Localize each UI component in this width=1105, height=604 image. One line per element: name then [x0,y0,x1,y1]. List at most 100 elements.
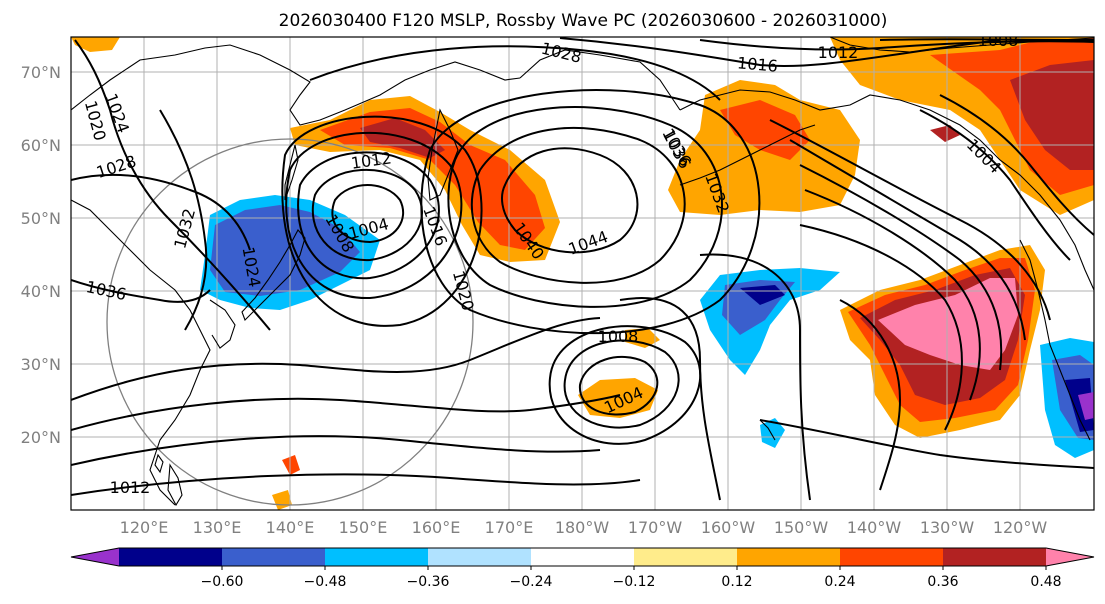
lon-label: 120°E [120,518,169,537]
isobar-1036-west [71,279,211,303]
colorbar-outline [70,547,1095,567]
lat-label: 50°N [21,209,61,228]
isobar-mid-1016 [619,297,721,501]
colorbar-bin [325,548,429,566]
map-panel: 1028 1012 1008 1016 1024 1020 1028 1036 … [71,31,1094,510]
lat-label: 30°N [21,355,61,374]
colorbar-tick-label: 0.12 [721,574,752,590]
lat-label: 70°N [21,63,61,82]
lat-label: 40°N [21,282,61,301]
shading-mid-japan [210,205,360,296]
isobar-cutoff-1008 [563,339,680,429]
isobar-1028-north [309,45,721,101]
lon-label: 170°W [628,518,683,537]
shading-extreme-mexico [1078,392,1094,420]
lon-label: 180°W [555,518,610,537]
lat-label: 20°N [21,428,61,447]
isobar-cutoff-1012 [548,325,702,445]
lon-label: 140°W [847,518,902,537]
isobar-cutoff-1004 [578,355,659,416]
colorbar-extend-max [1046,548,1094,566]
contour-label: 1008 [978,31,1019,50]
isobar-lower-1016 [759,419,1094,469]
isobar-okhotsk-low-1004 [331,184,405,244]
contour-label: 1016 [736,53,778,75]
shading-dark-arctic [1010,60,1094,170]
colorbar-tick-label: −0.60 [201,574,244,590]
lon-label: 170°E [485,518,534,537]
reference-circle [106,138,474,506]
lon-label: 160°E [412,518,461,537]
coastline-siberia-east [519,49,681,111]
lon-label: 160°W [701,518,756,537]
isobar-1024-wide [71,394,621,431]
colorbar-bin [737,548,841,566]
contour-label: 1008 [598,327,639,346]
coastline-china [71,199,211,506]
coastline-hawaii [759,419,776,441]
isobar-high-east-1028 [789,139,1026,341]
coastline-alaska [679,89,1094,291]
isobar-east-1012 [839,299,902,491]
isobar-high-east-1016 [799,224,963,431]
colorbar-tick-label: 0.24 [824,574,855,590]
isobar-1012-low [297,151,440,280]
shading-positive-cutoff [578,378,658,418]
isobar-1032 [420,89,761,335]
contour-label: 1012 [818,43,859,62]
lon-label: 130°W [920,518,975,537]
anomaly-shading [71,37,1094,510]
colorbar-tick-label: −0.48 [304,574,347,590]
coastline-kamchatka [427,108,459,201]
isobar-1028-west [71,173,251,251]
lat-labels: 70°N 60°N 50°N 40°N 30°N 20°N [21,63,61,447]
colorbar-tick-label: 0.48 [1030,574,1061,590]
colorbar-tick-label: −0.36 [407,574,450,590]
lon-label: 150°E [339,518,388,537]
lat-label: 60°N [21,136,61,155]
coastline-japan [241,229,306,321]
isobar-high-east-1020 [804,189,981,401]
map-frame [70,36,1095,511]
isobar-1016-wide [71,473,641,496]
lon-label: 130°E [193,518,242,537]
coastline-taiwan [154,453,164,474]
isobar-east-1004 [939,94,1094,236]
coastline-philippines [167,463,183,507]
colorbar-bin [840,548,944,566]
isobar-1016-low [285,131,463,300]
isobar-1032-wide [71,317,601,401]
shading-positive-islet1 [282,455,300,475]
isobar-1020-low [281,115,483,327]
coastline-korea [209,299,236,349]
coastlines [71,37,1094,507]
colorbar-bin [119,548,223,566]
shading-dark-pacific [740,285,785,305]
colorbar-extend-min [71,548,119,566]
colorbar-bin [531,548,635,566]
colorbar-tick-label: −0.24 [510,574,553,590]
isobar-high-east-1024 [799,164,1003,371]
shading-positive-topleft [71,37,120,52]
lon-labels: 120°E 130°E 140°E 150°E 160°E 170°E 180°… [120,518,1048,537]
isobar-high-east-1032 [769,119,1051,321]
colorbar-tick-label: −0.12 [613,574,656,590]
colorbar-tick-label: 0.36 [927,574,958,590]
isobars [71,37,1094,501]
isobar-1016-north [559,37,1001,67]
contour-label: 1012 [110,478,151,497]
coastline-sakhalin [284,144,299,201]
shading-mid-okhotsk [320,108,545,250]
colorbar: −0.60 −0.48 −0.36 −0.24 −0.12 0.12 0.24 0.36 0.4… [70,547,1095,590]
coastline-asia [71,44,521,126]
shading-extreme-nepac [878,278,1018,370]
colorbar-bin [222,548,326,566]
isobar-1012-north [699,39,1094,51]
coastline-west-coast [1019,239,1091,441]
map-title: 2026030400 F120 MSLP, Rossby Wave PC (20… [279,11,888,31]
isobar-1008-north [879,38,1094,41]
lon-label: 120°W [993,518,1048,537]
lon-label: 150°W [774,518,829,537]
isobar-1040 [470,126,686,284]
